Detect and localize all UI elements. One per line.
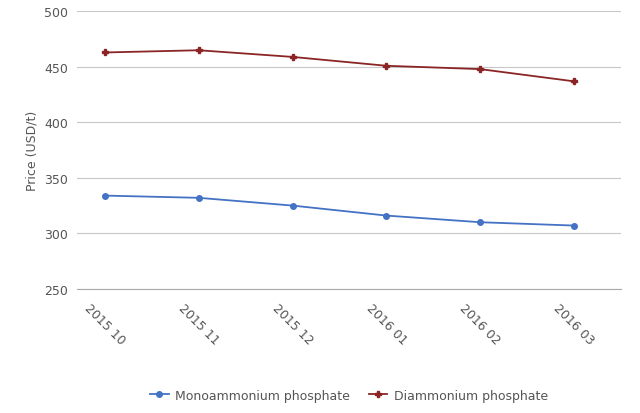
Monoammonium phosphate bbox=[195, 196, 203, 201]
Legend: Monoammonium phosphate, Diammonium phosphate: Monoammonium phosphate, Diammonium phosp… bbox=[145, 384, 553, 407]
Monoammonium phosphate bbox=[383, 214, 390, 218]
Y-axis label: Price (USD/t): Price (USD/t) bbox=[25, 111, 38, 191]
Diammonium phosphate bbox=[101, 51, 109, 56]
Monoammonium phosphate bbox=[570, 223, 578, 228]
Diammonium phosphate bbox=[289, 55, 296, 60]
Line: Diammonium phosphate: Diammonium phosphate bbox=[102, 48, 577, 85]
Diammonium phosphate bbox=[570, 80, 578, 85]
Monoammonium phosphate bbox=[476, 220, 484, 225]
Diammonium phosphate bbox=[476, 67, 484, 72]
Diammonium phosphate bbox=[195, 49, 203, 54]
Monoammonium phosphate bbox=[101, 194, 109, 199]
Line: Monoammonium phosphate: Monoammonium phosphate bbox=[102, 193, 577, 229]
Monoammonium phosphate bbox=[289, 204, 296, 209]
Diammonium phosphate bbox=[383, 64, 390, 69]
